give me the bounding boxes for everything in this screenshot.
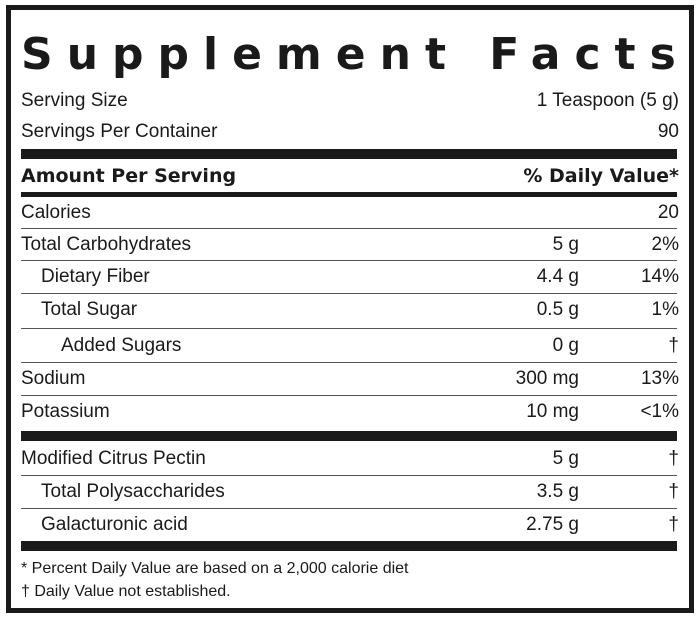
thick-divider (21, 541, 677, 551)
ingredient-name: Galacturonic acid (41, 514, 188, 535)
nutrient-name: Dietary Fiber (41, 266, 150, 287)
nutrient-name: Potassium (21, 401, 110, 422)
footnote-not-established: † Daily Value not established. (21, 583, 231, 600)
ingredient-name: Total Polysaccharides (41, 481, 225, 502)
nutrient-dv: 13% (640, 368, 679, 389)
nutrient-amount: 10 mg (526, 401, 579, 422)
amount-per-serving-header: Amount Per Serving (21, 165, 237, 187)
ingredient-dv: † (668, 514, 679, 535)
nutrient-amount: 4.4 g (536, 266, 579, 287)
nutrient-dv: 14% (640, 266, 679, 287)
row-divider (21, 260, 677, 261)
row-divider (21, 293, 677, 294)
row-divider (21, 228, 677, 229)
nutrient-name: Added Sugars (61, 335, 182, 356)
ingredient-amount: 3.5 g (536, 481, 579, 502)
nutrient-dv: † (668, 335, 679, 356)
nutrient-dv: 2% (651, 234, 679, 255)
nutrient-dv: <1% (640, 401, 679, 422)
nutrient-amount: 0 g (552, 335, 579, 356)
servings-per-container-label: Servings Per Container (21, 121, 218, 142)
nutrient-amount: 0.5 g (536, 299, 579, 320)
nutrient-dv: 20 (657, 202, 679, 223)
row-divider (21, 328, 677, 329)
servings-per-container-value: 90 (657, 121, 679, 142)
nutrient-name: Sodium (21, 368, 86, 389)
daily-value-header: % Daily Value* (523, 165, 679, 187)
nutrient-amount: 5 g (552, 234, 579, 255)
row-divider (21, 395, 677, 396)
ingredient-amount: 5 g (552, 448, 579, 469)
ingredient-amount: 2.75 g (526, 514, 579, 535)
serving-size-value: 1 Teaspoon (5 g) (536, 90, 679, 111)
row-divider (21, 475, 677, 476)
thick-divider (21, 431, 677, 441)
supplement-facts-panel: Supplement Facts Serving Size 1 Teaspoon… (6, 5, 694, 613)
nutrient-name: Total Sugar (41, 299, 138, 320)
nutrient-dv: 1% (651, 299, 679, 320)
serving-size-label: Serving Size (21, 90, 128, 111)
footnote-daily-value: * Percent Daily Value are based on a 2,0… (21, 560, 409, 577)
header-divider (21, 192, 677, 197)
ingredient-name: Modified Citrus Pectin (21, 448, 206, 469)
row-divider (21, 362, 677, 363)
ingredient-dv: † (668, 448, 679, 469)
row-divider (21, 508, 677, 509)
panel-title: Supplement Facts (21, 29, 690, 80)
nutrient-name: Calories (21, 202, 91, 223)
nutrient-name: Total Carbohydrates (21, 234, 192, 255)
thick-divider (21, 149, 677, 159)
ingredient-dv: † (668, 481, 679, 502)
nutrient-amount: 300 mg (515, 368, 579, 389)
